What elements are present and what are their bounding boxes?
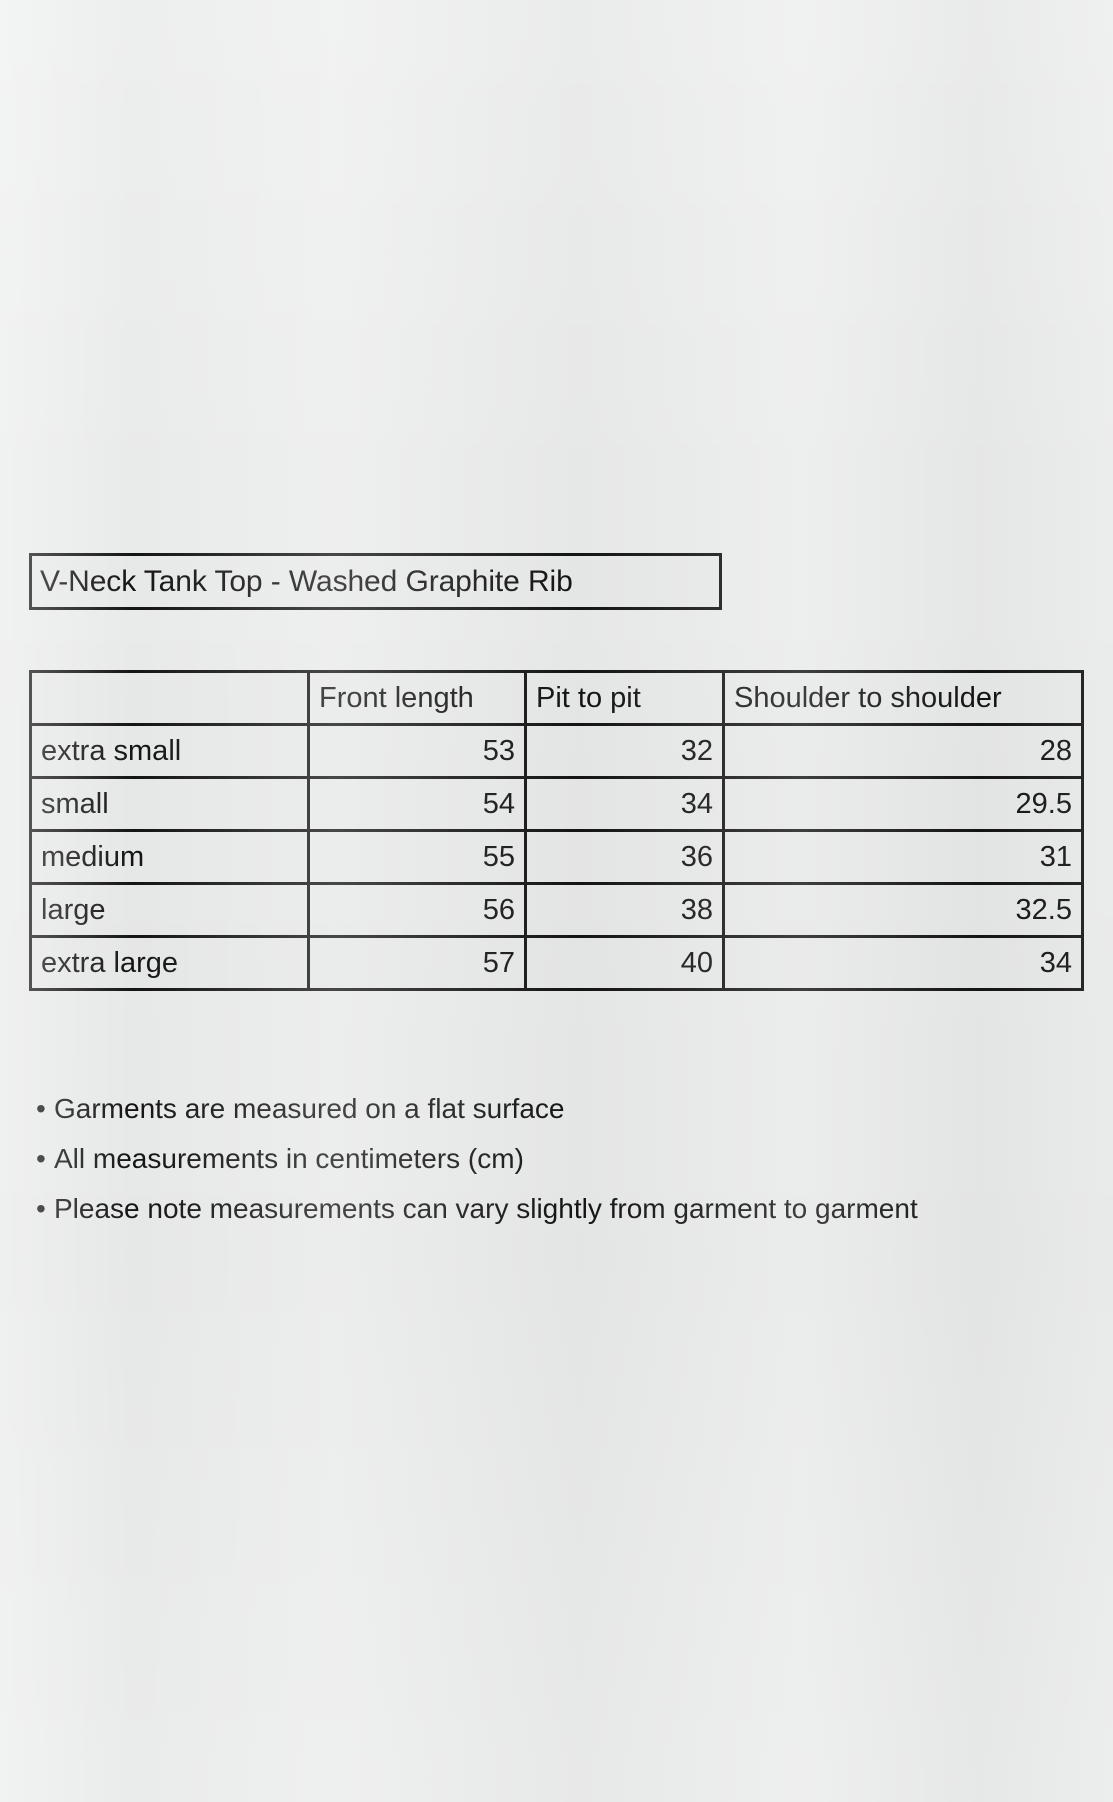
size-measurement-table: Front length Pit to pit Shoulder to shou… — [29, 670, 1084, 991]
table-row: extra small 53 32 28 — [29, 723, 1084, 779]
pit-to-pit-value: 38 — [524, 882, 725, 938]
table-row: medium 55 36 31 — [29, 829, 1084, 885]
bullet-icon: • — [36, 1193, 46, 1224]
bullet-icon: • — [36, 1143, 46, 1174]
column-header-size — [29, 670, 310, 726]
pit-to-pit-value: 32 — [524, 723, 725, 779]
column-header-front-length: Front length — [307, 670, 527, 726]
note-text: Garments are measured on a flat surface — [54, 1093, 565, 1124]
size-label: small — [29, 776, 310, 832]
column-header-shoulder-to-shoulder: Shoulder to shoulder — [722, 670, 1084, 726]
column-header-pit-to-pit: Pit to pit — [524, 670, 725, 726]
size-label: medium — [29, 829, 310, 885]
shoulder-to-shoulder-value: 34 — [722, 935, 1084, 991]
measurement-notes-list: • Garments are measured on a flat surfac… — [36, 1095, 1086, 1245]
shoulder-to-shoulder-value: 31 — [722, 829, 1084, 885]
front-length-value: 53 — [307, 723, 527, 779]
list-item: • Garments are measured on a flat surfac… — [36, 1095, 1086, 1123]
pit-to-pit-value: 40 — [524, 935, 725, 991]
size-label: large — [29, 882, 310, 938]
note-text: All measurements in centimeters (cm) — [54, 1143, 524, 1174]
shoulder-to-shoulder-value: 29.5 — [722, 776, 1084, 832]
list-item: • All measurements in centimeters (cm) — [36, 1145, 1086, 1173]
table-row: small 54 34 29.5 — [29, 776, 1084, 832]
size-label: extra small — [29, 723, 310, 779]
note-text: Please note measurements can vary slight… — [54, 1193, 918, 1224]
front-length-value: 57 — [307, 935, 527, 991]
front-length-value: 55 — [307, 829, 527, 885]
table-header-row: Front length Pit to pit Shoulder to shou… — [29, 670, 1084, 726]
pit-to-pit-value: 36 — [524, 829, 725, 885]
size-label: extra large — [29, 935, 310, 991]
shoulder-to-shoulder-value: 28 — [722, 723, 1084, 779]
product-title-box: V-Neck Tank Top - Washed Graphite Rib — [29, 553, 722, 610]
front-length-value: 54 — [307, 776, 527, 832]
page-title: V-Neck Tank Top - Washed Graphite Rib — [40, 564, 573, 598]
pit-to-pit-value: 34 — [524, 776, 725, 832]
front-length-value: 56 — [307, 882, 527, 938]
table-row: large 56 38 32.5 — [29, 882, 1084, 938]
bullet-icon: • — [36, 1093, 46, 1124]
list-item: • Please note measurements can vary slig… — [36, 1195, 1086, 1223]
shoulder-to-shoulder-value: 32.5 — [722, 882, 1084, 938]
table-row: extra large 57 40 34 — [29, 935, 1084, 991]
